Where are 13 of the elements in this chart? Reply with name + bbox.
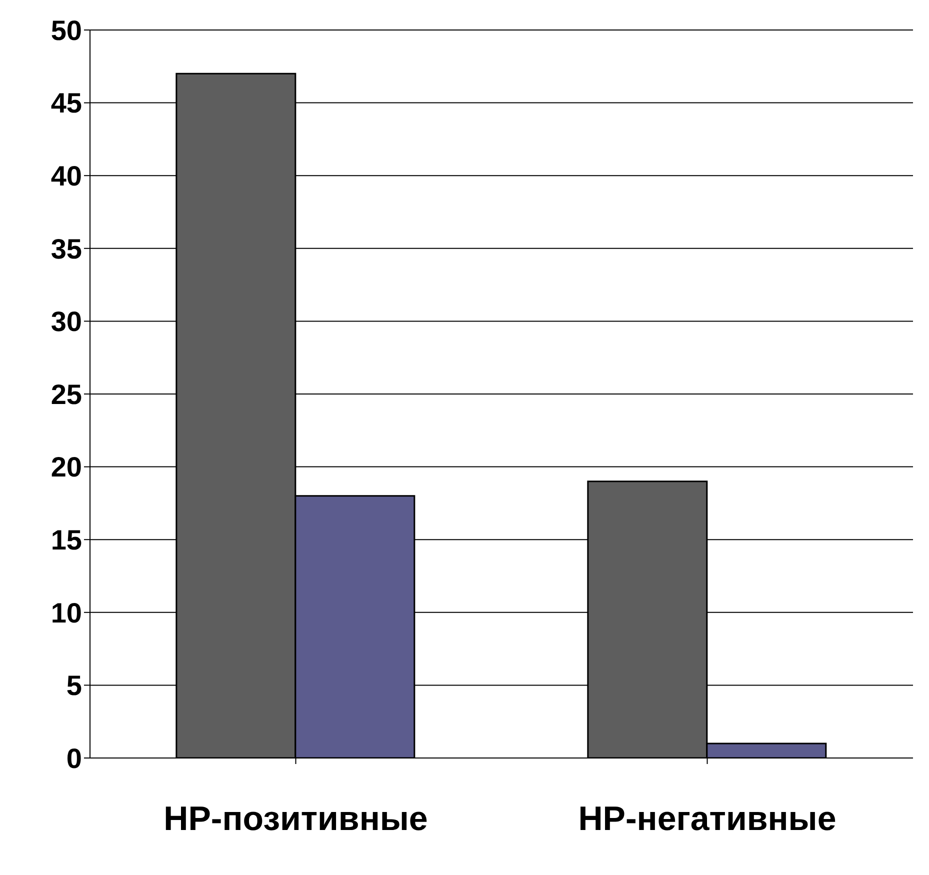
y-tick-label: 35 bbox=[50, 233, 82, 264]
y-tick-label: 10 bbox=[50, 597, 82, 628]
y-tick-label: 40 bbox=[50, 160, 82, 192]
y-tick-label: 30 bbox=[50, 306, 82, 338]
x-tick-label: HP-позитивные bbox=[164, 800, 428, 838]
x-tick-label: HP-негативные bbox=[578, 800, 836, 838]
y-tick-label: 45 bbox=[50, 88, 82, 119]
y-tick-label: 15 bbox=[50, 524, 82, 556]
y-tick-label: 25 bbox=[50, 378, 82, 410]
y-tick-label: 5 bbox=[66, 670, 82, 702]
y-tick-label: 0 bbox=[66, 742, 82, 774]
y-tick-label: 50 bbox=[50, 14, 82, 46]
y-tick-label: 20 bbox=[50, 452, 82, 483]
